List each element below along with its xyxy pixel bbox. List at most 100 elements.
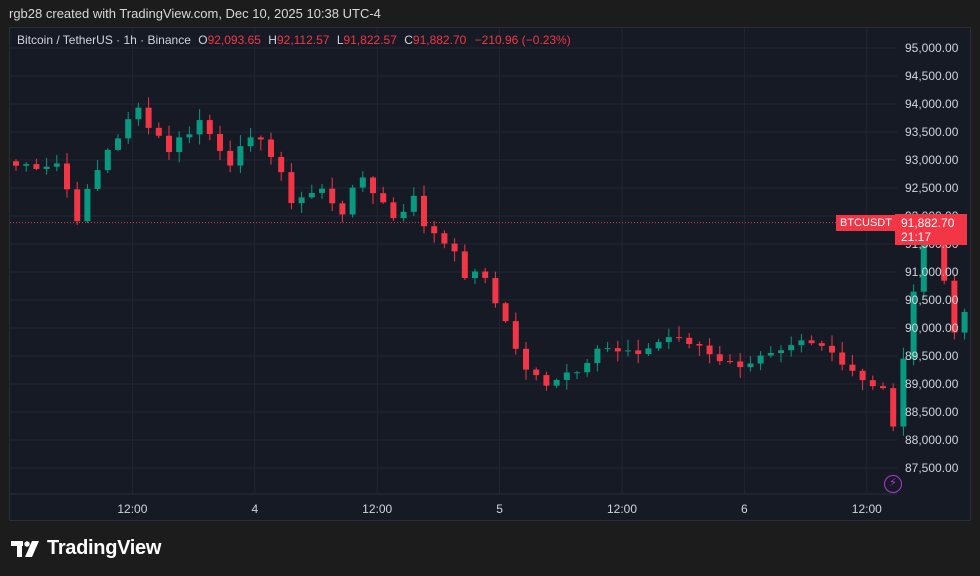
candle-body bbox=[961, 311, 968, 333]
candle-body bbox=[512, 321, 519, 349]
candle-body bbox=[206, 120, 213, 135]
chart-frame[interactable]: 87,500.00 88,000.00 88,500.00 89,000.00 89,5… bbox=[9, 27, 971, 521]
high-value: 92,112.57 bbox=[276, 33, 330, 47]
candle-body bbox=[808, 340, 815, 344]
y-tick-label: 94,500.00 bbox=[905, 69, 959, 83]
candle-body bbox=[778, 350, 784, 353]
candle-body bbox=[869, 380, 876, 387]
brand-name: TradingView bbox=[47, 537, 162, 559]
y-tick-label: 92,500.00 bbox=[905, 181, 959, 195]
candle-body bbox=[166, 135, 172, 153]
candle-body bbox=[431, 226, 438, 234]
candle-body bbox=[421, 195, 427, 227]
candlestick-chart[interactable]: 87,500.00 88,000.00 88,500.00 89,000.00 89,5… bbox=[10, 28, 971, 521]
candle-body bbox=[523, 348, 529, 370]
candle-body bbox=[716, 354, 723, 362]
candle-body bbox=[319, 188, 325, 193]
y-tick-label: 89,000.00 bbox=[905, 377, 959, 391]
open-label: O bbox=[198, 33, 208, 47]
candle-body bbox=[482, 271, 489, 278]
candle-body bbox=[390, 202, 397, 219]
candle-body bbox=[472, 271, 478, 279]
candle-body bbox=[104, 149, 111, 171]
candle-body bbox=[594, 348, 601, 363]
low-value: 91,822.57 bbox=[343, 33, 397, 47]
candle-body bbox=[604, 348, 611, 350]
y-tick-label: 93,500.00 bbox=[905, 125, 959, 139]
candle-body bbox=[53, 163, 60, 167]
y-tick-label: 95,000.00 bbox=[905, 41, 959, 55]
candle-body bbox=[247, 137, 254, 147]
candle-body bbox=[74, 189, 81, 222]
candle-body bbox=[237, 146, 244, 166]
candle-body bbox=[818, 343, 825, 346]
candle-body bbox=[625, 350, 631, 352]
symbol-price-tag: BTCUSDT bbox=[836, 215, 896, 231]
candle-body bbox=[635, 350, 642, 354]
ohlc-legend: Bitcoin / TetherUS · 1h · Binance O92,09… bbox=[17, 33, 571, 47]
y-tick-label: 88,500.00 bbox=[905, 405, 959, 419]
candle-body bbox=[706, 345, 713, 355]
candle-body bbox=[859, 370, 866, 381]
candle-body bbox=[410, 195, 417, 212]
candle-body bbox=[461, 251, 468, 279]
close-value: 91,882.70 bbox=[412, 33, 467, 47]
candle-body bbox=[584, 362, 591, 373]
candle-body bbox=[614, 348, 621, 352]
x-tick-label: 12:00 bbox=[852, 502, 882, 516]
candle-body bbox=[155, 127, 162, 136]
candle-body bbox=[451, 243, 458, 252]
candle-body bbox=[359, 177, 366, 188]
candle-body bbox=[196, 120, 203, 135]
last-price-tag: 91,882.70 21:17 bbox=[895, 214, 967, 245]
y-tick-label: 88,000.00 bbox=[905, 433, 959, 447]
candle-body bbox=[920, 232, 927, 292]
candle-body bbox=[788, 345, 795, 351]
close-label: C bbox=[404, 33, 413, 47]
candle-body bbox=[502, 303, 509, 322]
candle-body bbox=[890, 388, 897, 427]
open-value: 92,093.65 bbox=[207, 33, 261, 47]
candle-body bbox=[574, 372, 580, 374]
candle-body bbox=[441, 233, 448, 244]
candle-body bbox=[829, 345, 835, 353]
candle-body bbox=[115, 138, 121, 150]
x-tick-label: 5 bbox=[496, 502, 503, 516]
x-tick-label: 12:00 bbox=[117, 502, 147, 516]
candle-body bbox=[135, 107, 142, 120]
candle-body bbox=[339, 203, 346, 215]
candle-body bbox=[64, 163, 70, 190]
candle-body bbox=[951, 280, 958, 333]
candle-body bbox=[798, 340, 805, 346]
y-tick-label: 87,500.00 bbox=[905, 461, 959, 475]
y-tick-label: 93,000.00 bbox=[905, 153, 959, 167]
candle-body bbox=[257, 137, 264, 140]
candle-body bbox=[767, 352, 774, 356]
candle-body bbox=[288, 172, 295, 204]
candle-body bbox=[747, 363, 754, 368]
bar-countdown: 21:17 bbox=[901, 230, 932, 244]
candle-body bbox=[125, 119, 132, 139]
candle-body bbox=[176, 137, 183, 153]
chart-credit: rgb28 created with TradingView.com, Dec … bbox=[9, 6, 381, 21]
tradingview-logo-icon bbox=[11, 540, 41, 557]
candle-body bbox=[33, 164, 40, 169]
candle-body bbox=[23, 164, 30, 166]
candle-body bbox=[298, 197, 305, 204]
candle-body bbox=[43, 166, 50, 169]
candle-body bbox=[543, 375, 550, 386]
candle-body bbox=[380, 193, 387, 203]
candle-body bbox=[849, 364, 856, 371]
candle-body bbox=[84, 188, 91, 222]
candle-body bbox=[492, 277, 499, 304]
candle-body bbox=[349, 187, 356, 215]
lightning-icon[interactable]: ⚡ bbox=[884, 475, 902, 493]
candle-body bbox=[900, 358, 907, 427]
candle-body bbox=[370, 177, 376, 194]
x-tick-label: 12:00 bbox=[607, 502, 637, 516]
candle-body bbox=[94, 170, 101, 189]
candle-body bbox=[533, 369, 540, 376]
candle-body bbox=[880, 386, 886, 389]
candle-body bbox=[553, 379, 560, 386]
y-tick-label: 94,000.00 bbox=[905, 97, 959, 111]
